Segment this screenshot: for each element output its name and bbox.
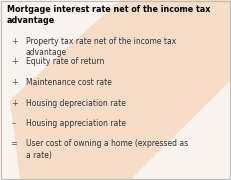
Text: +: + xyxy=(11,37,17,46)
Polygon shape xyxy=(10,0,231,180)
Text: Mortgage interest rate net of the income tax
advantage: Mortgage interest rate net of the income… xyxy=(7,5,210,25)
Text: Equity rate of return: Equity rate of return xyxy=(26,57,104,66)
Text: –: – xyxy=(12,119,16,128)
Text: Maintenance cost rate: Maintenance cost rate xyxy=(26,78,112,87)
Text: Housing appreciation rate: Housing appreciation rate xyxy=(26,119,126,128)
Text: Housing depreciation rate: Housing depreciation rate xyxy=(26,98,126,107)
Text: +: + xyxy=(11,57,17,66)
Text: +: + xyxy=(11,78,17,87)
Text: User cost of owning a home (expressed as
a rate): User cost of owning a home (expressed as… xyxy=(26,140,188,160)
Text: Property tax rate net of the income tax
advantage: Property tax rate net of the income tax … xyxy=(26,37,176,57)
Text: +: + xyxy=(11,98,17,107)
Text: =: = xyxy=(11,140,17,148)
